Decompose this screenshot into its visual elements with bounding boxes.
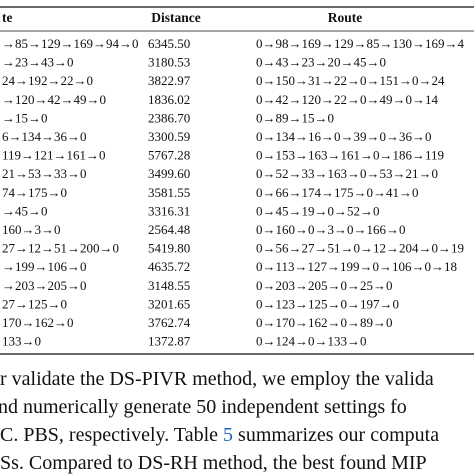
table-cell: 0→52→33→163→0→53→21→0 <box>256 166 438 181</box>
table-cell: 0→134→16→0→39→0→36→0 <box>256 129 432 144</box>
table-cell: 0→123→125→0→197→0 <box>256 296 399 311</box>
table-cell: 5419.80 <box>148 241 190 256</box>
table-cell: 0→153→163→161→0→186→119 <box>256 148 444 163</box>
table-cell: 3148.55 <box>148 278 190 293</box>
paragraph-line: nd numerically generate 50 independent s… <box>0 396 407 418</box>
table-cell: 0→42→120→22→0→49→0→14 <box>256 92 439 107</box>
table-cell: 0→203→205→0→25→0 <box>256 278 393 293</box>
table-cell: →15→0 <box>2 110 48 125</box>
table-cell: 27→125→0 <box>2 296 67 311</box>
table-cell: 21→53→33→0 <box>2 166 87 181</box>
table-cell: 6→134→36→0 <box>2 129 87 144</box>
table-cell: 3581.55 <box>148 185 190 200</box>
table-cell: 0→160→0→3→0→166→0 <box>256 222 406 237</box>
table-cell: 170→162→0 <box>2 315 74 330</box>
column-header: te <box>2 10 13 25</box>
table-cell: 3201.65 <box>148 296 190 311</box>
table-cell: →23→43→0 <box>2 55 74 70</box>
table-cell: 1372.87 <box>148 334 191 349</box>
table-cell: →120→42→49→0 <box>2 92 106 107</box>
table-cell: 3300.59 <box>148 129 190 144</box>
paragraph-line: Ss. Compared to DS-RH method, the best f… <box>0 452 427 474</box>
table-cell: 2564.48 <box>148 222 190 237</box>
table-cell: 24→192→22→0 <box>2 73 93 88</box>
table-cell: 0→45→19→0→52→0 <box>256 203 380 218</box>
table-cell: →85→129→169→94→0 <box>2 36 139 51</box>
table-cell: →45→0 <box>2 203 48 218</box>
table-cell: 0→66→174→175→0→41→0 <box>256 185 419 200</box>
table-cell: 4635.72 <box>148 259 190 274</box>
table-cell: 3499.60 <box>148 166 190 181</box>
table-cell: 1836.02 <box>148 92 190 107</box>
paragraph-line: C. PBS, respectively. Table 5 summarizes… <box>0 424 439 446</box>
paragraph-line: r validate the DS-PIVR method, we employ… <box>0 368 434 390</box>
table-cell: 160→3→0 <box>2 222 61 237</box>
table-cell: 0→56→27→51→0→12→204→0→19 <box>256 241 464 256</box>
text-run: C. PBS, respectively. Table <box>0 424 223 446</box>
table-cell: 6345.50 <box>148 36 190 51</box>
text-run: nd numerically generate 50 independent s… <box>0 396 407 418</box>
column-header: Route <box>328 10 363 25</box>
table-cell: 0→124→0→133→0 <box>256 334 367 349</box>
table-cell: 3762.74 <box>148 315 191 330</box>
table-cell: 3180.53 <box>148 55 190 70</box>
table-cell: 3822.97 <box>148 73 191 88</box>
table-cell: 27→12→51→200→0 <box>2 241 119 256</box>
table-cell: →199→106→0 <box>2 259 87 274</box>
table-cell: 2386.70 <box>148 110 190 125</box>
text-run: summarizes our computa <box>233 424 439 446</box>
table-cell: 119→121→161→0 <box>2 148 106 163</box>
text-run: Ss. Compared to DS-RH method, the best f… <box>0 452 427 474</box>
table-cell: 3316.31 <box>148 203 190 218</box>
table-link[interactable]: 5 <box>223 424 233 446</box>
column-header: Distance <box>151 10 201 25</box>
table-cell: 0→43→23→20→45→0 <box>256 55 386 70</box>
table-cell: 74→175→0 <box>2 185 67 200</box>
table-cell: 0→98→169→129→85→130→169→4 <box>256 36 465 51</box>
text-run: r validate the DS-PIVR method, we employ… <box>0 368 434 390</box>
table-cell: 0→170→162→0→89→0 <box>256 315 393 330</box>
table-cell: →203→205→0 <box>2 278 87 293</box>
table-cell: 5767.28 <box>148 148 190 163</box>
table-cell: 0→150→31→22→0→151→0→24 <box>256 73 445 88</box>
table-cell: 0→113→127→199→0→106→0→18 <box>256 259 457 274</box>
table-cell: 0→89→15→0 <box>256 110 334 125</box>
table-cell: 133→0 <box>2 334 41 349</box>
